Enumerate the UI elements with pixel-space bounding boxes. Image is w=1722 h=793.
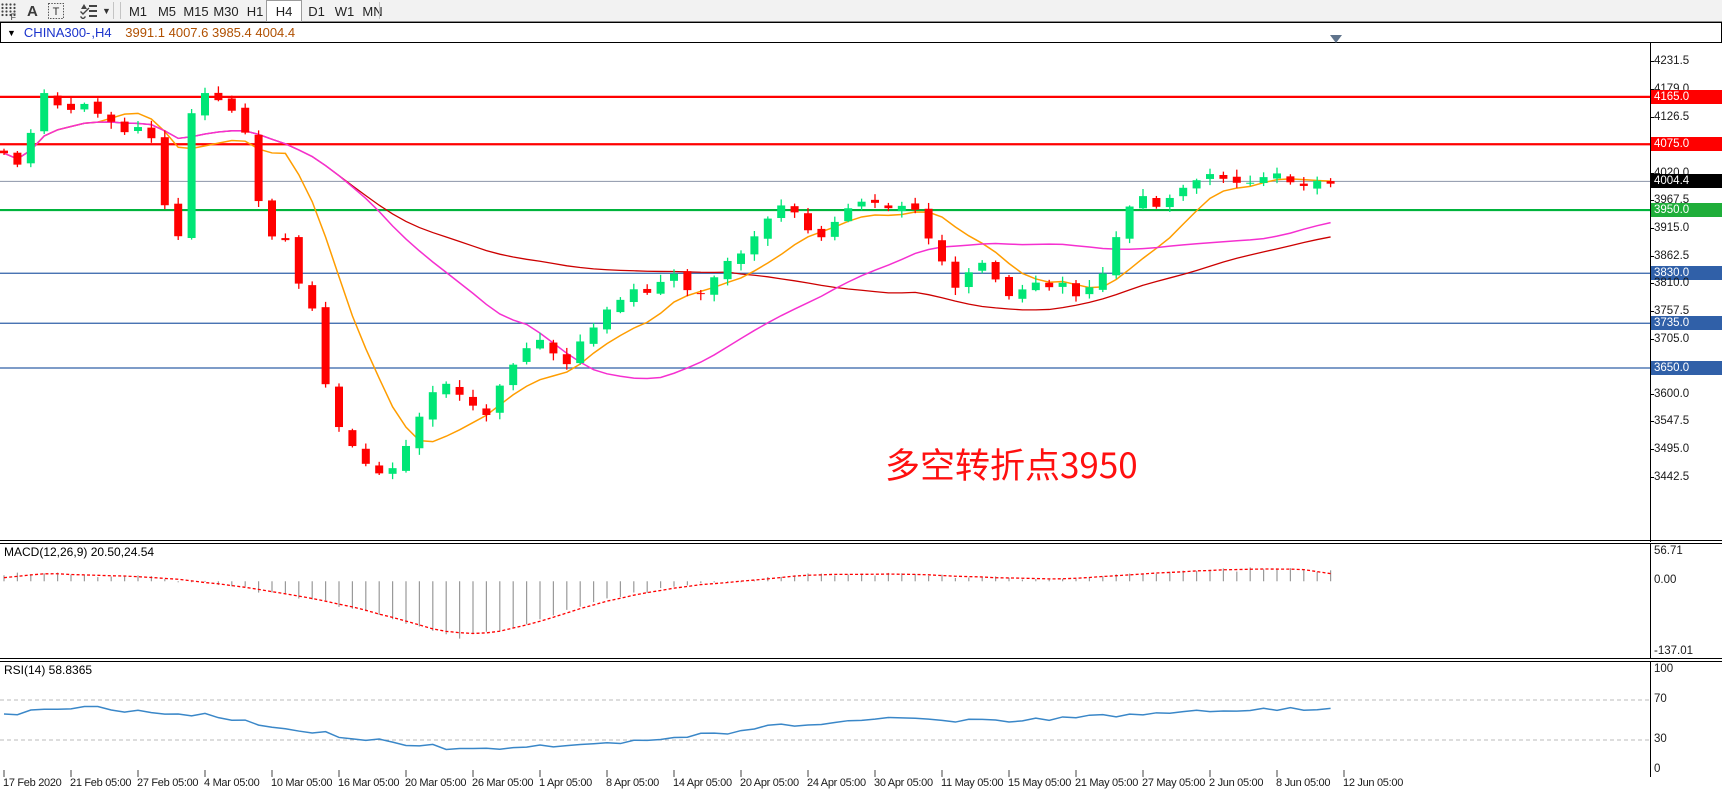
svg-text:MACD(12,26,9) 20.50,24.54: MACD(12,26,9) 20.50,24.54 [4, 545, 154, 559]
svg-text:RSI(14) 58.8365: RSI(14) 58.8365 [4, 663, 92, 677]
svg-text:多空转折点3950: 多空转折点3950 [885, 438, 1138, 489]
svg-text:F: F [11, 12, 17, 21]
svg-text:T: T [53, 6, 60, 18]
